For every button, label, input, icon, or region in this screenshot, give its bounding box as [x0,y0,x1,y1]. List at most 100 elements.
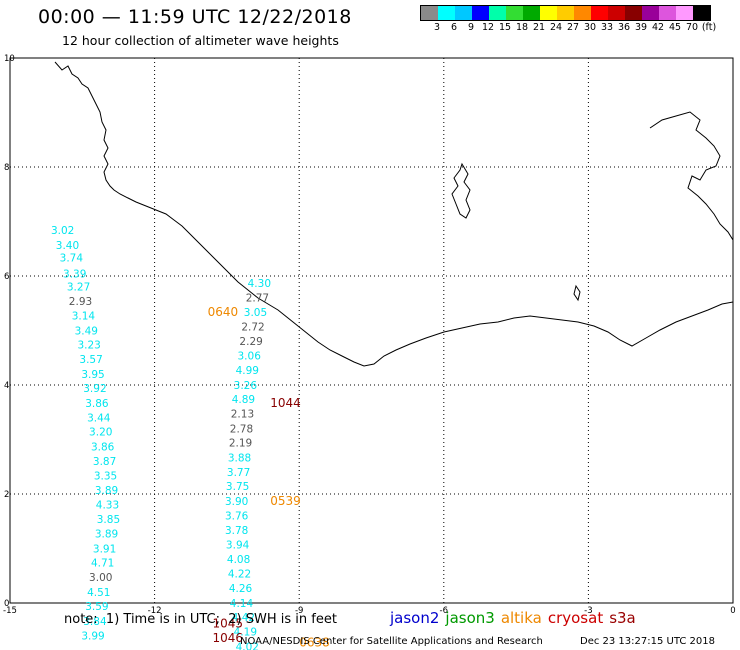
wave-height-readings: 3.02 3.403.74 3.393.27 2.93 3.14 3.49 3.23 3.57… [51,225,271,650]
legend-label: 24 [549,22,563,33]
wave-height-label: 4.99 [236,365,259,377]
legend-label: 45 [668,22,682,33]
legend-swatch [421,6,438,20]
units-note: note: 1) Time is in UTC; 2) SWH is in fe… [64,612,337,627]
map-title: 00:00 — 11:59 UTC 12/22/2018 [38,6,352,28]
graticule: -15 -12 -9 -6 -3 0 0 2 4 6 8 10 [3,54,736,616]
legend-label: 42 [651,22,665,33]
legend-label: 21 [532,22,546,33]
y-tick-label: 2 [4,490,9,500]
wave-height-label: 3.86 [85,398,109,410]
coastline-northeast [649,111,734,241]
legend-swatch [472,6,489,20]
wave-height-label: 3.05 [244,307,267,319]
wave-height-label: 3.77 [227,467,250,479]
satellite-cryosat: cryosat [547,609,604,627]
wave-height-label: 3.06 [238,350,262,362]
wave-height-label: 4.22 [228,568,251,580]
wave-height-label: 3.92 [83,383,106,395]
wave-height-label: 3.44 [87,413,111,425]
wave-height-label: 3.89 [95,485,118,497]
wave-height-label: 2.93 [69,296,92,308]
wave-height-label: 2.78 [230,423,253,435]
wave-height-label: 3.23 [77,339,100,351]
satellite-legend: jason2 jason3 altika cryosat s3a [390,609,642,627]
generation-timestamp: Dec 23 13:27:15 UTC 2018 [580,636,715,647]
wave-height-label: 2.72 [241,322,264,334]
y-tick-label: 8 [4,163,9,173]
x-tick-label: -6 [440,606,448,616]
legend-label: 33 [600,22,614,33]
wave-height-label: 3.00 [89,572,112,584]
coastline-islet [573,284,581,302]
legend-label: 15 [498,22,512,33]
satellite-jason3: jason3 [445,609,495,627]
legend-label: 3 [433,22,441,33]
legend-label: (ft) [701,22,717,33]
color-scale-bar [420,5,711,21]
wave-height-label: 4.08 [227,554,250,566]
legend-swatch [591,6,608,20]
map-subtitle: 12 hour collection of altimeter wave hei… [62,33,339,48]
wave-height-label: 3.94 [226,540,250,552]
wave-height-label: 3.99 [81,631,104,643]
coastline-island-north [451,162,471,219]
wave-height-label: 3.20 [89,427,112,439]
wave-height-label: 3.40 [56,240,79,252]
legend-swatch [455,6,472,20]
pass-time-label: 0638 [299,636,330,650]
wave-height-label: 3.89 [95,529,118,541]
wave-height-label: 3.76 [225,511,249,523]
wave-height-label: 3.75 [226,481,249,493]
legend-swatch [659,6,676,20]
pass-time-label: 1045 [212,617,243,631]
coastline-main [54,61,734,367]
legend-swatch [438,6,455,20]
wave-height-label: 2.13 [231,409,254,421]
x-tick-label: -12 [148,606,162,616]
legend-label: 70 [685,22,699,33]
wave-height-label: 4.33 [96,500,119,512]
wave-height-label: 3.59 [85,601,108,613]
wave-height-label: 3.02 [51,225,74,237]
wave-height-label: 3.88 [228,452,251,464]
legend-label: 18 [515,22,529,33]
wave-height-label: 3.86 [91,441,115,453]
map-frame [9,57,734,604]
credit-line: NOAA/NESDIS Center for Satellite Applica… [240,636,543,647]
legend-swatch [557,6,574,20]
wave-height-label: 3.74 [60,252,84,264]
legend-label: 12 [481,22,495,33]
legend-swatch [608,6,625,20]
legend-swatch [642,6,659,20]
coastline [54,61,734,367]
wave-height-label: 3.78 [225,525,248,537]
wave-height-label: 3.26 [234,380,258,392]
legend-label: 39 [634,22,648,33]
legend-swatch [523,6,540,20]
wave-height-label: 4.14 [230,598,254,610]
wave-height-label: 3.91 [93,543,116,555]
pass-time-label: 1044 [270,396,301,410]
x-tick-label: -15 [3,606,17,616]
wave-height-label: 3.49 [75,325,98,337]
wave-height-label: 3.90 [225,496,248,508]
pass-time-label: 0539 [270,494,301,508]
legend-swatch [489,6,506,20]
x-tick-label: -9 [295,606,303,616]
wave-height-label: 3.57 [79,354,102,366]
wave-height-label: 3.84 [83,616,107,628]
wave-height-label: 2.77 [246,293,269,305]
wave-height-label: 4.19 [234,627,257,639]
legend-swatch [693,6,710,20]
wave-height-label: 4.26 [229,583,253,595]
legend-swatch [574,6,591,20]
wave-height-label: 4.51 [87,587,110,599]
x-tick-label: 0 [730,606,735,616]
x-tick-label: -3 [584,606,592,616]
wave-height-label: 4.42 [232,612,255,624]
pass-time-label: 0640 [208,305,239,319]
y-tick-label: 10 [4,54,15,64]
